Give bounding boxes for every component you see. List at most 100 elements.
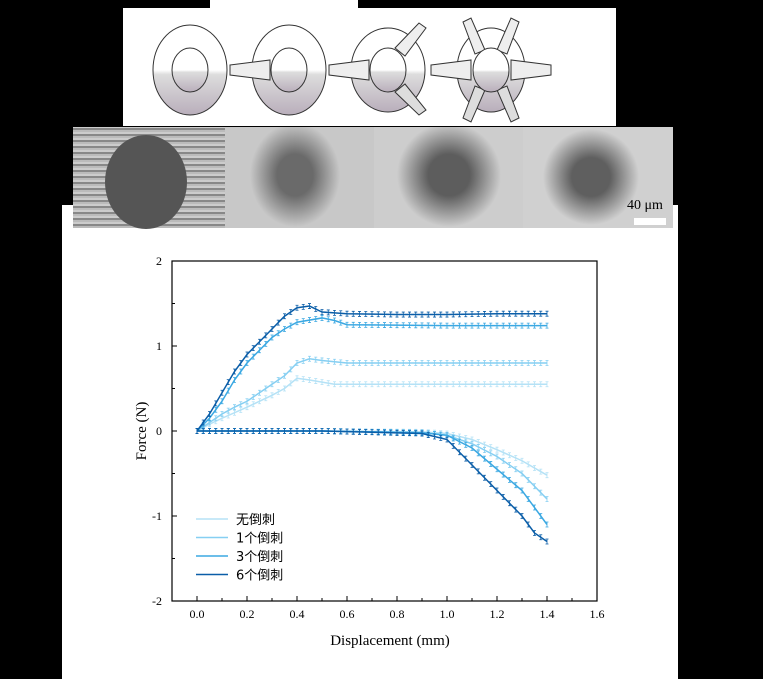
error-bar (220, 411, 224, 417)
error-bar (526, 322, 530, 329)
error-bar (339, 428, 343, 435)
error-bar (345, 381, 349, 388)
error-bar (526, 496, 530, 502)
error-bar (533, 360, 536, 366)
error-bar (414, 381, 418, 388)
error-bar (351, 381, 355, 388)
error-bar (245, 404, 249, 411)
error-bar (458, 322, 461, 329)
x-tick-label: 0.4 (290, 607, 305, 621)
error-bar (520, 513, 524, 519)
error-bar (208, 411, 211, 417)
error-bar (526, 461, 530, 468)
error-bar (508, 500, 511, 507)
error-bar (483, 381, 486, 388)
error-bar (451, 435, 455, 442)
error-bar (251, 401, 255, 408)
error-bar (514, 455, 518, 461)
error-bar (470, 311, 474, 318)
error-bar (483, 447, 486, 454)
error-bar (226, 428, 230, 434)
error-bar (264, 395, 268, 402)
error-bar (395, 360, 399, 366)
error-bar (339, 319, 343, 326)
error-bar (308, 303, 311, 309)
error-bar (420, 311, 424, 318)
error-bar (233, 377, 236, 383)
series-3 (195, 303, 549, 545)
error-bar (258, 428, 261, 434)
error-bar (226, 407, 230, 414)
error-bar (320, 309, 324, 315)
x-tick-label: 1.4 (540, 607, 555, 621)
error-bar (433, 381, 436, 388)
error-bar (495, 453, 499, 460)
error-bar (520, 310, 524, 317)
error-bar (389, 311, 393, 318)
error-bar (326, 428, 330, 435)
error-bar (314, 378, 318, 384)
error-bar (451, 322, 455, 329)
error-bar (545, 322, 549, 329)
error-bar (489, 310, 493, 317)
y-tick-label: 1 (156, 339, 162, 353)
error-bar (201, 419, 205, 426)
error-bar (451, 360, 455, 366)
error-bar (283, 428, 286, 434)
error-bar (458, 449, 461, 456)
error-bar (308, 428, 311, 434)
error-bar (476, 322, 480, 329)
error-bar (276, 330, 280, 337)
error-bar (439, 435, 443, 441)
error-bar (314, 428, 318, 434)
x-tick-label: 0.2 (240, 607, 255, 621)
error-bar (489, 322, 493, 329)
error-bar (501, 471, 505, 478)
error-bar (220, 389, 224, 396)
error-bar (370, 429, 374, 436)
error-bar (508, 322, 511, 329)
error-bar (383, 381, 386, 388)
error-bar (358, 321, 361, 328)
photo-three-barbs (374, 127, 523, 228)
error-bar (220, 428, 224, 434)
error-bar (445, 436, 449, 443)
series-0 (195, 375, 549, 479)
error-bar (539, 468, 543, 475)
error-bar (545, 310, 549, 317)
error-bar (226, 379, 230, 386)
y-tick-label: 0 (156, 424, 162, 438)
error-bar (533, 483, 536, 490)
six-barb-needle-icon (430, 17, 552, 123)
error-bar (389, 360, 393, 366)
x-tick-label: 0.6 (340, 607, 355, 621)
error-bar (345, 360, 349, 366)
error-bar (464, 311, 468, 318)
error-bar (533, 465, 536, 471)
error-bar (295, 360, 299, 366)
error-bar (333, 317, 336, 324)
error-bar (401, 360, 405, 366)
loading-curve (196, 317, 547, 432)
error-bar (501, 449, 505, 456)
error-bar (433, 360, 436, 366)
error-bar (445, 322, 449, 329)
error-bar (358, 311, 361, 317)
error-bar (539, 310, 543, 317)
error-bar (364, 311, 368, 317)
error-bar (414, 322, 418, 329)
error-bar (508, 476, 511, 483)
error-bar (251, 428, 255, 434)
error-bar (376, 381, 380, 388)
error-bar (470, 360, 474, 366)
x-tick-label: 1.6 (590, 607, 605, 621)
error-bar (489, 360, 493, 366)
error-bar (389, 381, 393, 388)
error-bar (533, 322, 536, 329)
error-bar (533, 381, 536, 388)
error-bar (476, 381, 480, 388)
one-barb-needle-icon (229, 24, 327, 116)
error-bar (495, 310, 499, 317)
error-bar (258, 398, 261, 405)
error-bar (383, 322, 386, 328)
